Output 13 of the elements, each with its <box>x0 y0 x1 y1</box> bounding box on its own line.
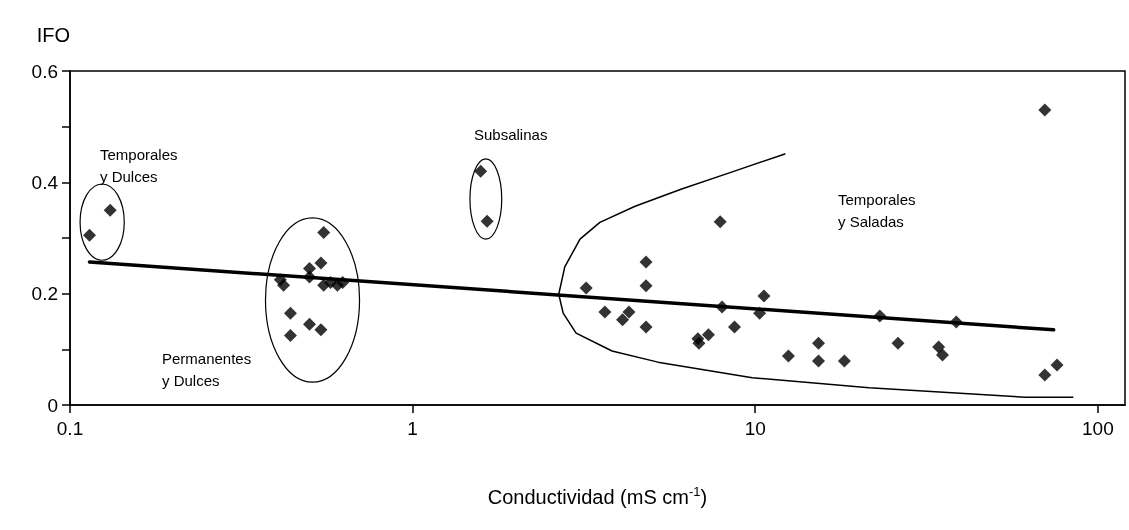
x-tick-label: 10 <box>744 418 766 439</box>
y-tick-label: 0.6 <box>31 60 58 82</box>
y-tick-label: 0 <box>47 394 58 416</box>
annotation: Permanentes y Dulces <box>162 349 252 389</box>
y-tick-label: 0.4 <box>31 171 59 193</box>
annotation: Subsalinas <box>474 125 548 143</box>
y-axis-title: IFO <box>36 24 70 46</box>
x-tick-label: 0.1 <box>56 418 84 439</box>
y-tick-label: 0.2 <box>31 283 58 305</box>
annotation: Temporales y Saladas <box>838 190 916 230</box>
annotation: Temporales y Dulces <box>100 145 178 185</box>
x-tick-label: 100 <box>1082 418 1114 439</box>
x-tick-label: 1 <box>407 418 418 439</box>
